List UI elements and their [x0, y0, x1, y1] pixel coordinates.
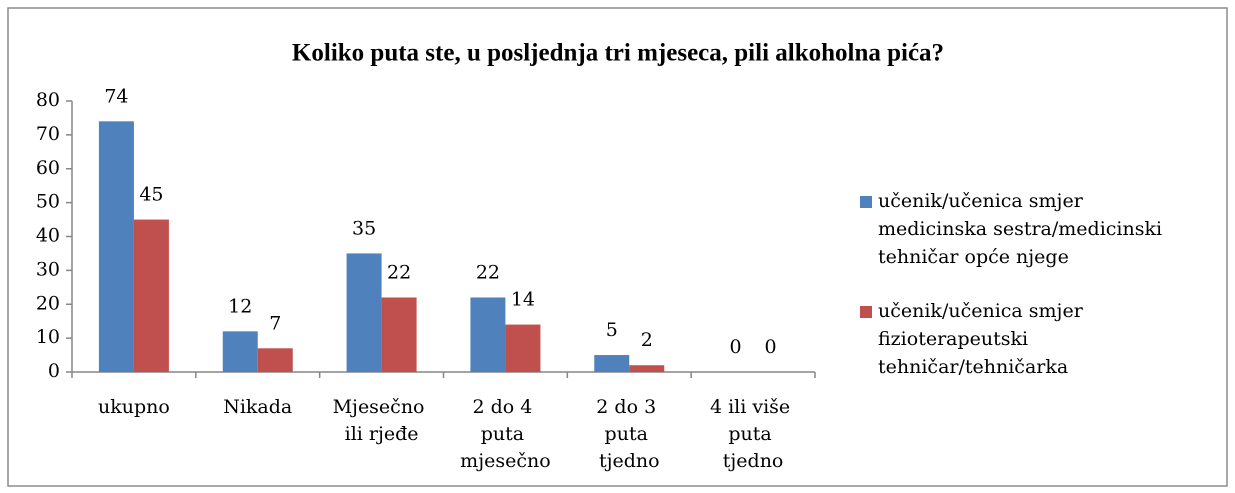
value-label: 12	[228, 295, 252, 317]
bar	[222, 331, 258, 372]
bar	[98, 121, 134, 372]
y-tick-label: 70	[36, 123, 60, 145]
bar	[629, 365, 665, 372]
value-label: 14	[511, 289, 535, 311]
y-tick-label: 50	[36, 191, 60, 213]
x-tick-label: 2 do 4 puta mjesečno	[460, 396, 550, 472]
y-tick-label: 10	[36, 326, 60, 348]
y-tick-label: 60	[36, 157, 60, 179]
value-label: 22	[476, 261, 500, 283]
y-tick-label: 30	[36, 258, 60, 280]
value-label: 2	[641, 329, 653, 351]
value-label: 74	[104, 85, 128, 107]
y-tick-label: 0	[48, 360, 60, 382]
x-tick-label: 2 do 3 puta tjedno	[596, 396, 662, 472]
bar	[470, 297, 506, 372]
y-tick-label: 40	[36, 225, 60, 247]
x-tick-label: Nikada	[223, 396, 292, 418]
chart-title: Koliko puta ste, u posljednja tri mjesec…	[292, 40, 944, 67]
bar	[346, 253, 382, 372]
y-tick-label: 80	[36, 89, 60, 111]
value-label: 45	[139, 184, 163, 206]
bar	[133, 219, 169, 372]
legend-label: učenik/učenica smjer medicinska sestra/m…	[878, 190, 1168, 268]
value-label: 0	[765, 336, 777, 358]
legend-swatch	[860, 306, 872, 318]
x-tick-label: ukupno	[98, 396, 170, 418]
bar	[381, 297, 417, 372]
bar	[257, 348, 293, 372]
x-tick-label: Mjesečno ili rjeđe	[333, 396, 431, 445]
legend-label: učenik/učenica smjer fizioterapeutski te…	[878, 300, 1089, 378]
bar	[505, 324, 541, 372]
value-label: 35	[352, 217, 376, 239]
value-label: 7	[269, 312, 281, 334]
x-tick-label: 4 ili više puta tjedno	[710, 396, 796, 472]
y-tick-label: 20	[36, 292, 60, 314]
legend-swatch	[860, 196, 872, 208]
chart-border	[7, 7, 1228, 487]
value-label: 0	[730, 336, 742, 358]
value-label: 5	[606, 319, 618, 341]
value-label: 22	[387, 261, 411, 283]
bar	[594, 355, 630, 372]
